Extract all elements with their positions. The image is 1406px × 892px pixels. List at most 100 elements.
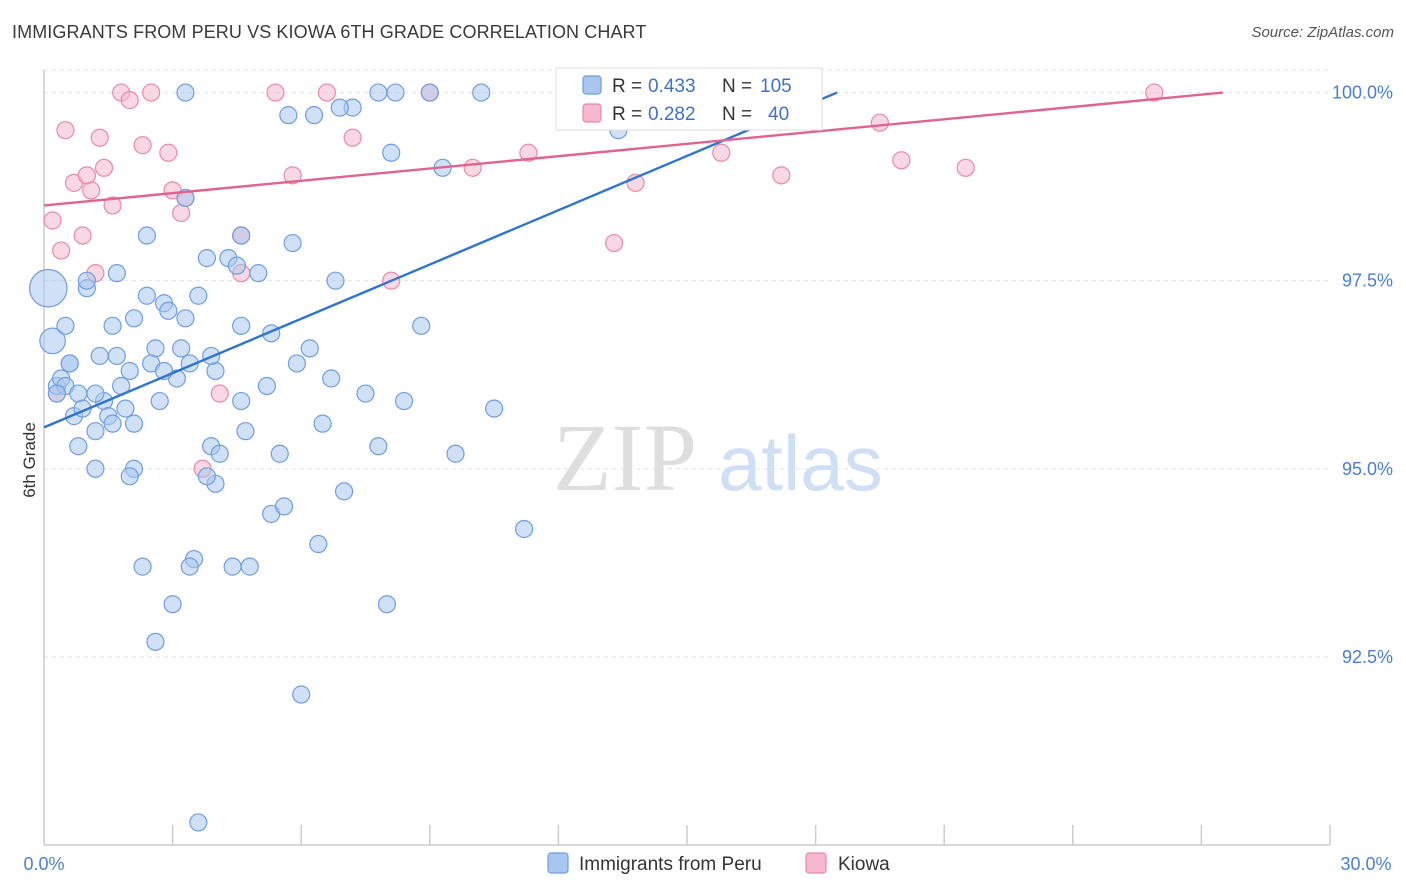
peru-point [279,106,298,125]
peru-point [189,286,208,305]
peru-point [159,301,178,320]
kiowa-point [266,83,285,102]
peru-point [330,98,349,117]
peru-point [485,399,504,418]
peru-point [146,632,165,651]
peru-point [137,286,156,305]
peru-point [274,497,294,516]
kiowa-point [172,203,191,223]
kiowa-point [519,143,538,162]
kiowa-point [133,136,152,155]
peru-point [103,316,122,335]
kiowa-point [1145,83,1164,102]
legend-n-label-peru: N = [722,76,752,97]
legend-swatch-peru [582,75,602,95]
peru-point [232,226,251,245]
peru-point [287,354,307,373]
peru-point [39,327,66,355]
legend-swatch-kiowa [582,103,602,123]
kiowa-point [712,143,731,162]
kiowa-point [142,83,161,102]
peru-point [472,83,491,102]
peru-point [223,557,242,576]
peru-point [176,188,195,208]
y-tick-label: 100.0% [1332,83,1393,103]
series-legend: Immigrants from Peru Kiowa [547,852,890,875]
kiowa-point [317,83,337,102]
peru-point [120,361,139,381]
x-ticks-layer [171,825,1331,845]
kiowa-point [463,158,482,177]
peru-point [356,384,375,403]
kiowa-point [90,128,109,147]
peru-point [77,271,96,290]
peru-point [377,595,397,614]
kiowa-point [103,196,122,215]
kiowa-point [94,158,114,177]
peru-point [86,422,105,441]
y-tick-label: 95.0% [1342,459,1393,479]
trend-lines [43,91,1223,429]
peru-point [56,316,75,335]
peru-point [322,369,341,388]
peru-point [292,685,311,704]
kiowa-point [283,166,302,185]
peru-point [180,557,199,576]
watermark-zip: ZIP [553,404,697,511]
kiowa-point [159,143,178,162]
peru-point [124,309,144,328]
peru-point [69,437,88,456]
peru-point [309,534,328,554]
peru-point [69,384,88,403]
peru-point [210,444,229,463]
kiowa-point [870,113,890,132]
peru-point [227,256,246,275]
kiowa-point [120,90,139,110]
y-tick-label: 97.5% [1342,271,1393,291]
kiowa-point [52,241,71,260]
kiowa-point [210,384,229,403]
peru-point [369,437,388,456]
kiowa-point [82,181,101,200]
peru-point [124,414,144,433]
peru-point [232,391,251,411]
peru-point [86,459,105,478]
peru-point [236,422,255,441]
peru-point [300,339,319,358]
peru-trend-line [43,91,838,429]
peru-point [103,414,122,433]
peru-point [189,813,208,832]
chart-source: Source: ZipAtlas.com [1251,24,1394,41]
peru-point [249,264,268,283]
kiowa-point [343,128,362,147]
peru-point [176,309,195,328]
series-legend-label-peru: Immigrants from Peru [579,854,762,875]
peru-point [120,467,139,486]
legend-r-label-peru: R = [612,76,642,97]
legend-r-value-peru: 0.433 [648,76,696,97]
peru-point [270,444,289,463]
kiowa-point [772,166,791,185]
peru-point [176,83,195,102]
kiowa-trend-line [43,91,1223,207]
series-legend-swatch-kiowa [805,852,827,874]
peru-point [420,83,439,102]
peru-point [60,354,79,373]
peru-point [172,339,191,358]
y-tick-label: 92.5% [1342,647,1393,667]
stats-legend: R = 0.433 N = 105 R = 0.282 N = 40 [555,67,823,131]
peru-point [116,399,135,418]
x-tick-labels: 0.0% 30.0% [23,854,1391,874]
peru-point [515,519,534,539]
peru-point [197,467,216,486]
peru-point [90,346,109,366]
peru-point [386,83,405,102]
peru-point [137,226,156,245]
legend-n-value-peru: 105 [760,76,792,97]
peru-point [382,143,401,162]
peru-point [446,444,465,463]
peru-points [28,83,774,832]
peru-point [304,106,324,125]
peru-point [257,376,277,396]
peru-point [86,384,105,403]
